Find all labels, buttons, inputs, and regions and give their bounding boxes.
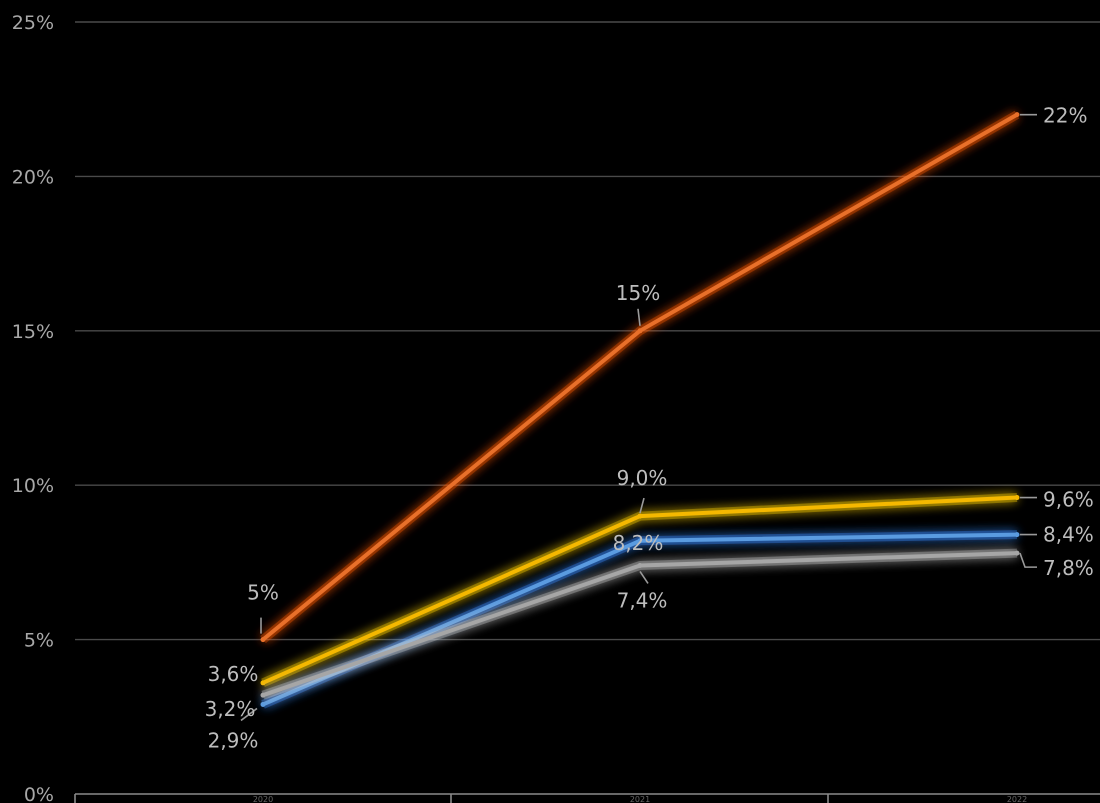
data-point bbox=[1014, 495, 1020, 501]
label-leader-line bbox=[637, 308, 641, 326]
data-point bbox=[260, 692, 266, 698]
y-tick-label: 5% bbox=[24, 630, 54, 652]
y-tick-label: 15% bbox=[12, 321, 54, 343]
data-point bbox=[1014, 550, 1020, 556]
series-line bbox=[261, 551, 1019, 698]
data-label: 3,6% bbox=[208, 662, 259, 686]
y-tick-label: 20% bbox=[12, 166, 54, 188]
data-point bbox=[1014, 112, 1020, 118]
data-label: 9,0% bbox=[617, 466, 668, 490]
data-point bbox=[637, 513, 643, 519]
series-lines bbox=[260, 110, 1020, 709]
data-point bbox=[637, 538, 643, 544]
y-tick-label: 25% bbox=[12, 12, 54, 34]
data-point bbox=[260, 637, 266, 643]
data-label: 3,2% bbox=[205, 697, 256, 721]
gridlines bbox=[75, 21, 1100, 641]
label-leader-line bbox=[639, 497, 645, 514]
data-point bbox=[260, 680, 266, 686]
data-label: 5% bbox=[247, 581, 279, 605]
data-label: 2,9% bbox=[208, 728, 259, 752]
data-label: 7,8% bbox=[1043, 556, 1094, 580]
y-tick-label: 10% bbox=[12, 475, 54, 497]
y-tick-label: 0% bbox=[24, 784, 54, 803]
data-point bbox=[1014, 532, 1020, 538]
data-label: 8,2% bbox=[613, 531, 664, 555]
data-labels: 5% 15% 22% 3,6% 9,0% 9,6% 2,9% 8,2% 8,4% 3,2% 7,4%… bbox=[205, 104, 1094, 753]
x-tick-label: 2020 bbox=[253, 795, 273, 803]
data-point bbox=[260, 701, 266, 707]
label-leader-line bbox=[639, 571, 649, 584]
data-label: 22% bbox=[1043, 104, 1087, 128]
y-axis-ticks: 0% 5% 10% 15% 20% 25% bbox=[12, 12, 54, 803]
data-label: 8,4% bbox=[1043, 523, 1094, 547]
label-leader-line bbox=[1019, 552, 1037, 568]
data-label: 7,4% bbox=[617, 588, 668, 612]
data-point bbox=[637, 328, 643, 334]
data-label: 15% bbox=[616, 281, 660, 305]
data-label: 9,6% bbox=[1043, 488, 1094, 512]
data-point bbox=[637, 562, 643, 568]
x-tick-label: 2021 bbox=[630, 795, 650, 803]
series-glow bbox=[261, 548, 1018, 700]
label-leader-line bbox=[240, 707, 258, 722]
x-tick-label: 2022 bbox=[1007, 795, 1027, 803]
x-axis: 2020 2021 2022 bbox=[74, 793, 1100, 803]
